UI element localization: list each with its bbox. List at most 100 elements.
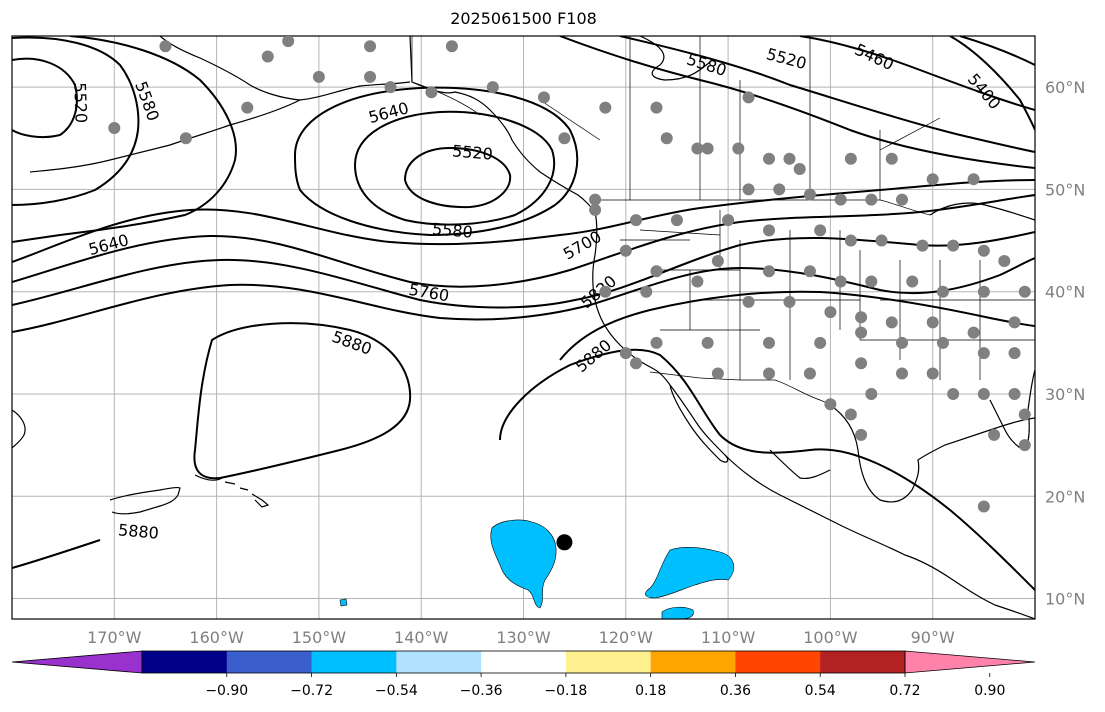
south-island-west bbox=[109, 487, 181, 515]
colorbar-segment bbox=[226, 651, 313, 673]
station-point bbox=[947, 387, 960, 400]
station-point bbox=[803, 367, 816, 380]
lat-tick-label: 30°N bbox=[1045, 385, 1085, 404]
contour-5580-west bbox=[12, 36, 140, 206]
contour-5700 bbox=[12, 179, 1035, 263]
station-point bbox=[855, 428, 868, 441]
station-point bbox=[1008, 316, 1021, 329]
station-point bbox=[824, 306, 837, 319]
lon-tick-label: 160°W bbox=[189, 628, 244, 647]
station-point bbox=[650, 336, 663, 349]
station-point bbox=[865, 387, 878, 400]
station-point bbox=[599, 285, 612, 298]
station-point bbox=[1008, 347, 1021, 360]
station-point bbox=[855, 357, 868, 370]
station-point bbox=[742, 91, 755, 104]
station-point bbox=[630, 357, 643, 370]
station-point bbox=[1018, 285, 1031, 298]
hudson-region bbox=[639, 36, 711, 81]
station-point bbox=[844, 152, 857, 165]
station-point bbox=[947, 239, 960, 252]
colorbar-tick-label: 0.72 bbox=[889, 683, 920, 699]
station-point bbox=[108, 122, 121, 135]
station-points bbox=[108, 36, 1031, 513]
alaska-west-coast bbox=[159, 36, 411, 101]
station-point bbox=[896, 336, 909, 349]
height-contours bbox=[12, 36, 1035, 591]
contour-5880-subtropical bbox=[193, 322, 412, 480]
station-point bbox=[803, 188, 816, 201]
station-point bbox=[1018, 439, 1031, 452]
station-point bbox=[936, 336, 949, 349]
lat-tick-label: 20°N bbox=[1045, 487, 1085, 506]
contour-label-5880-sw: 5880 bbox=[117, 520, 159, 542]
latitude-tick-labels: 60°N 50°N 40°N 30°N 20°N 10°N bbox=[1045, 78, 1085, 608]
contour-5580-low bbox=[353, 110, 556, 226]
station-point bbox=[763, 224, 776, 237]
colorbar-tick-label: −0.72 bbox=[290, 683, 333, 699]
station-point bbox=[885, 316, 898, 329]
colorbar-tick-labels: −0.90 −0.72 −0.54 −0.36 −0.18 0.18 0.36 0.54 0.7… bbox=[205, 673, 1005, 699]
lat-tick-label: 50°N bbox=[1045, 180, 1085, 199]
station-point bbox=[783, 152, 796, 165]
anomaly-region-small-west bbox=[339, 598, 348, 607]
contour-5460 bbox=[799, 36, 1035, 111]
station-point bbox=[599, 101, 612, 114]
station-point bbox=[1008, 387, 1021, 400]
station-point bbox=[619, 347, 632, 360]
lon-tick-label: 120°W bbox=[599, 628, 654, 647]
station-point bbox=[159, 40, 172, 53]
station-point bbox=[425, 86, 438, 99]
station-point bbox=[691, 275, 704, 288]
lon-tick-label: 90°W bbox=[911, 628, 955, 647]
station-point bbox=[844, 408, 857, 421]
station-point bbox=[916, 239, 929, 252]
colorbar-segment bbox=[735, 651, 821, 673]
station-point bbox=[855, 311, 868, 324]
lon-tick-label: 130°W bbox=[496, 628, 551, 647]
gridlines bbox=[12, 36, 1035, 619]
hawaii-islands bbox=[194, 474, 270, 508]
us-mexico-border bbox=[649, 371, 833, 406]
station-point bbox=[977, 285, 990, 298]
colorbar-extend-low bbox=[11, 650, 143, 674]
station-point bbox=[906, 275, 919, 288]
colorbar-segment bbox=[311, 651, 397, 673]
station-point bbox=[967, 173, 980, 186]
contour-5640-low bbox=[293, 86, 579, 237]
colorbar-segment bbox=[142, 651, 228, 673]
colorbar-extend-high bbox=[904, 650, 1036, 674]
station-point bbox=[936, 285, 949, 298]
anomaly-region-hawaii-east bbox=[490, 519, 557, 609]
map-frame bbox=[11, 35, 1036, 620]
colorbar-tick-label: −0.18 bbox=[544, 683, 587, 699]
station-point bbox=[763, 367, 776, 380]
contour-label-5520-west: 5520 bbox=[70, 82, 90, 123]
station-point bbox=[896, 193, 909, 206]
colorbar-segment bbox=[481, 651, 567, 673]
colorbar-segment bbox=[820, 651, 906, 673]
station-point bbox=[977, 347, 990, 360]
contour-5580-north bbox=[559, 36, 1035, 169]
colorbar-segment bbox=[565, 651, 652, 673]
us-west-coast bbox=[592, 211, 671, 386]
station-point bbox=[282, 36, 295, 48]
station-point bbox=[650, 265, 663, 278]
colorbar-tick-label: 0.18 bbox=[635, 683, 666, 699]
station-point bbox=[742, 295, 755, 308]
station-point bbox=[701, 142, 714, 155]
station-point bbox=[763, 265, 776, 278]
lat-tick-label: 60°N bbox=[1045, 78, 1085, 97]
map-title: 2025061500 F108 bbox=[450, 9, 597, 28]
station-point bbox=[537, 91, 550, 104]
station-point bbox=[803, 265, 816, 278]
station-point bbox=[824, 398, 837, 411]
lat-tick-label: 10°N bbox=[1045, 590, 1085, 609]
station-point bbox=[814, 224, 827, 237]
colorbar-segment bbox=[396, 651, 482, 673]
station-point bbox=[926, 367, 939, 380]
station-point bbox=[722, 214, 735, 227]
anomaly-region-mexico-sw bbox=[645, 547, 735, 599]
station-point bbox=[793, 162, 806, 175]
colorbar-tick-label: 0.90 bbox=[974, 683, 1005, 699]
